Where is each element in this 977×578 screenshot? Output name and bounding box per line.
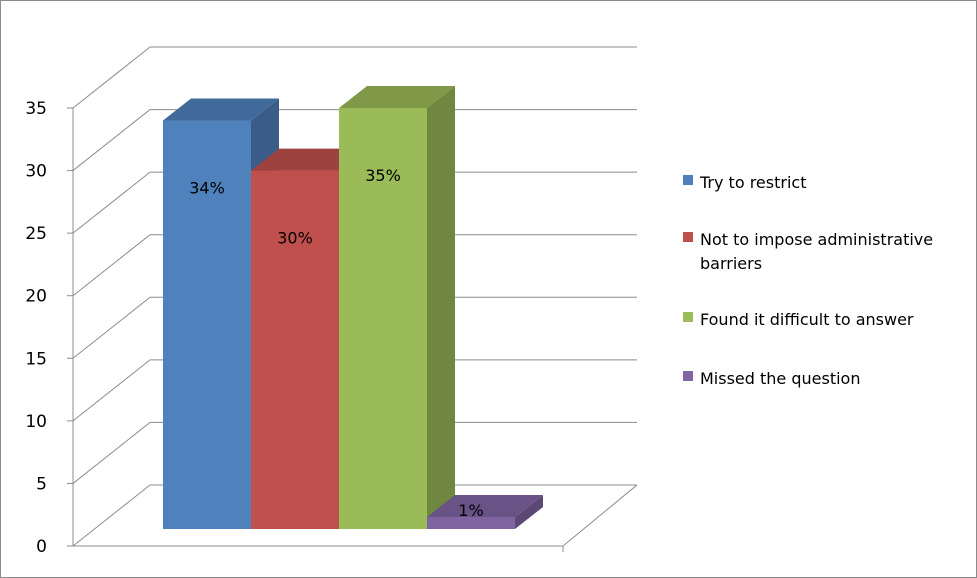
axes	[67, 107, 564, 552]
legend-item: Found it difficult to answer	[683, 310, 914, 329]
side-wall-gridline	[72, 109, 151, 171]
side-wall-gridline	[72, 296, 151, 359]
bar-front-face	[427, 517, 515, 529]
data-label: 30%	[277, 229, 313, 248]
side-wall-gridline	[72, 46, 151, 109]
side-wall-gridline	[72, 359, 151, 422]
legend-swatch	[683, 175, 693, 185]
data-label: 35%	[365, 166, 401, 185]
bar-top-face	[163, 98, 279, 121]
bar-front-face	[163, 120, 251, 529]
bar	[339, 86, 455, 529]
legend-swatch	[683, 312, 693, 322]
legend-label: Missed the question	[700, 369, 860, 388]
bar-top-face	[251, 148, 367, 171]
data-labels: 34% 30% 35% 1%	[189, 166, 483, 520]
side-wall-gridline	[72, 234, 151, 297]
bar-top-face	[339, 86, 455, 108]
y-tick-label: 25	[25, 224, 47, 244]
data-label: 34%	[189, 179, 225, 198]
y-tick-label: 35	[25, 99, 47, 119]
y-tick-label: 0	[36, 537, 47, 557]
legend-label: Found it difficult to answer	[700, 310, 914, 329]
legend-label: Try to restrict	[699, 173, 806, 192]
y-tick-label: 30	[25, 162, 47, 182]
y-tick-label: 20	[25, 287, 47, 307]
y-tick-labels: 0 5 10 15 20 25 30 35	[25, 99, 47, 557]
legend-item: Missed the question	[683, 369, 860, 388]
side-wall-gridline	[72, 484, 151, 547]
bar-side-face	[427, 86, 455, 529]
y-tick-label: 5	[36, 474, 47, 494]
floor-right-edge	[562, 484, 638, 547]
legend: Try to restrict Not to impose administrat…	[683, 173, 933, 388]
bar	[427, 495, 543, 529]
legend-item: Try to restrict	[683, 173, 806, 192]
data-label: 1%	[458, 501, 483, 520]
bar-top-face	[427, 495, 543, 517]
legend-label: Not to impose administrative	[700, 230, 933, 249]
y-tick-label: 10	[25, 412, 47, 432]
bar-front-face	[251, 170, 339, 530]
bar-front-face	[339, 108, 427, 529]
bars	[163, 86, 543, 530]
bar-side-face	[515, 495, 543, 529]
legend-item: Not to impose administrative barriers	[683, 230, 933, 273]
legend-label: barriers	[700, 254, 762, 273]
side-wall-gridline	[72, 171, 151, 234]
side-wall-gridline	[72, 422, 151, 484]
legend-swatch	[683, 371, 693, 381]
legend-swatch	[683, 232, 693, 242]
y-tick-label: 15	[25, 349, 47, 369]
